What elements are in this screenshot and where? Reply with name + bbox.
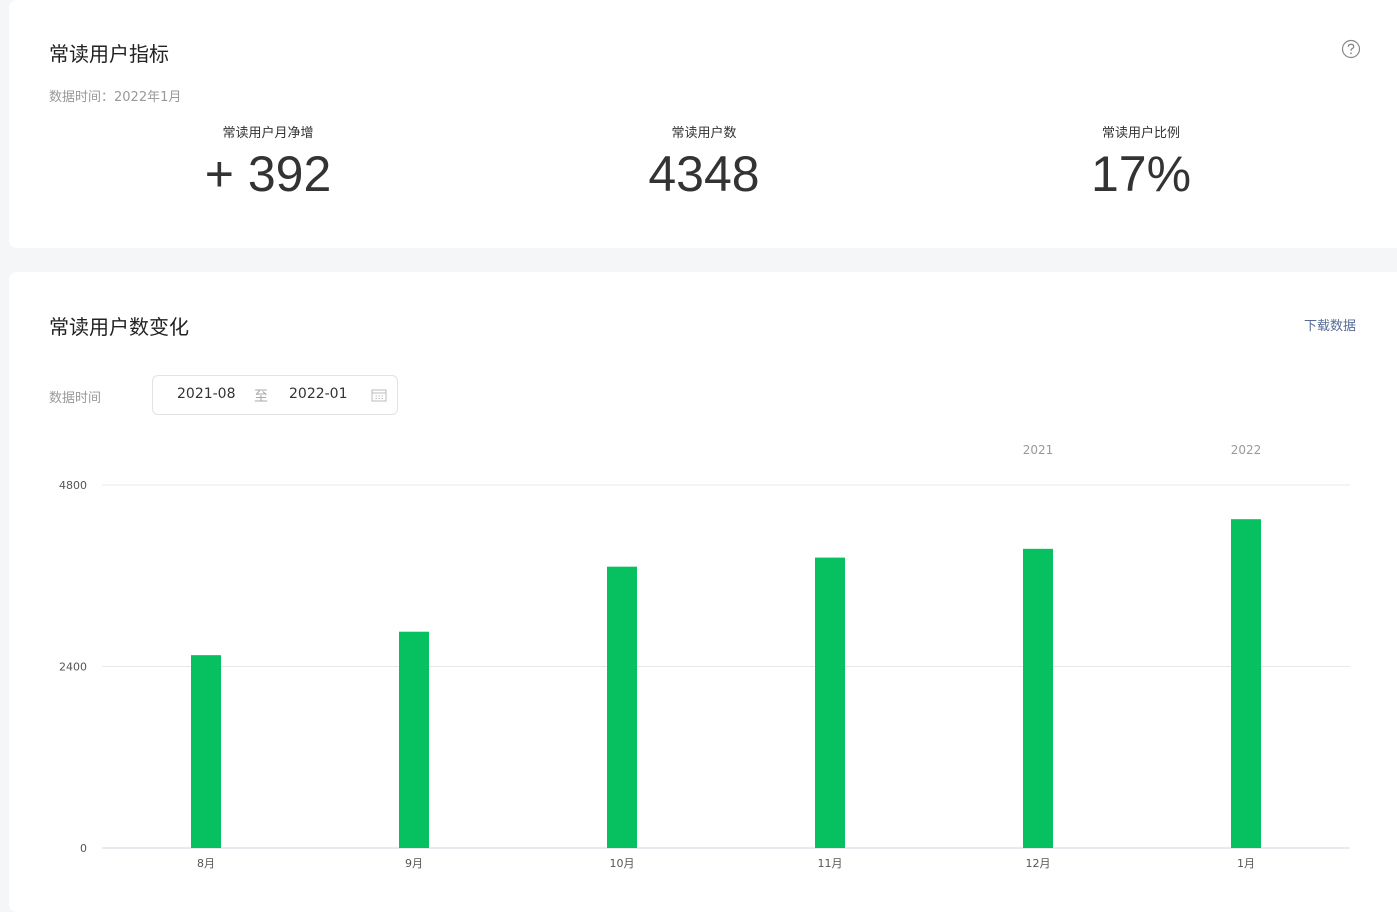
x-tick-label: 11月 [818, 857, 843, 870]
download-link[interactable]: 下载数据 [1304, 319, 1357, 334]
chart: 0 2400 4800 8月 9月 10月 11月 12月 2021 1月 2022 [59, 443, 1350, 870]
bar [1231, 519, 1261, 848]
date-label: 数据时间 [49, 391, 102, 406]
card-title: 常读用户指标 [49, 42, 169, 66]
year-label: 2022 [1231, 443, 1262, 457]
y-tick-label: 2400 [59, 661, 87, 674]
x-tick-label: 12月 [1026, 857, 1051, 870]
metric: 常读用户比例 17% [991, 122, 1291, 203]
page: {"header": {"title": "常读用户指标", "data_tim… [9, 0, 1397, 870]
metric-value: 17% [1090, 146, 1192, 202]
bar [815, 557, 845, 848]
metric-label: 常读用户数 [671, 126, 737, 141]
x-tick-label: 8月 [197, 857, 215, 870]
metric: 常读用户数 4348 [554, 122, 854, 203]
bar [607, 566, 637, 848]
end-date[interactable]: 2022-01 [289, 386, 348, 402]
range-separator: 至 [254, 389, 268, 405]
help-icon[interactable] [1341, 39, 1361, 59]
bar [191, 655, 221, 848]
start-date[interactable]: 2021-08 [177, 386, 236, 402]
metrics-card: 常读用户指标 数据时间：2022年1月 常读用户月净增 + 392 常读用户数 … [9, 0, 1397, 248]
metric-value: + 392 [204, 146, 332, 202]
chart-card: 常读用户数变化 下载数据 数据时间 2021-08 至 2022-01 [9, 272, 1397, 912]
y-tick-label: 4800 [59, 479, 87, 492]
x-tick-label: 9月 [405, 857, 423, 870]
bar [1023, 548, 1053, 848]
calendar-icon [371, 389, 387, 402]
metric-value: 4348 [648, 146, 760, 202]
data-time: 数据时间：2022年1月 [49, 90, 182, 105]
year-label: 2021 [1023, 443, 1054, 457]
y-tick-label: 0 [80, 842, 87, 855]
x-tick-label: 10月 [610, 857, 635, 870]
metric: 常读用户月净增 + 392 [118, 122, 418, 203]
bar [399, 631, 429, 848]
metric-label: 常读用户比例 [1101, 126, 1180, 141]
card-title: 常读用户数变化 [49, 315, 189, 339]
x-tick-label: 1月 [1237, 857, 1255, 870]
date-range-picker[interactable]: 2021-08 至 2022-01 [152, 375, 398, 415]
metric-label: 常读用户月净增 [222, 126, 314, 141]
